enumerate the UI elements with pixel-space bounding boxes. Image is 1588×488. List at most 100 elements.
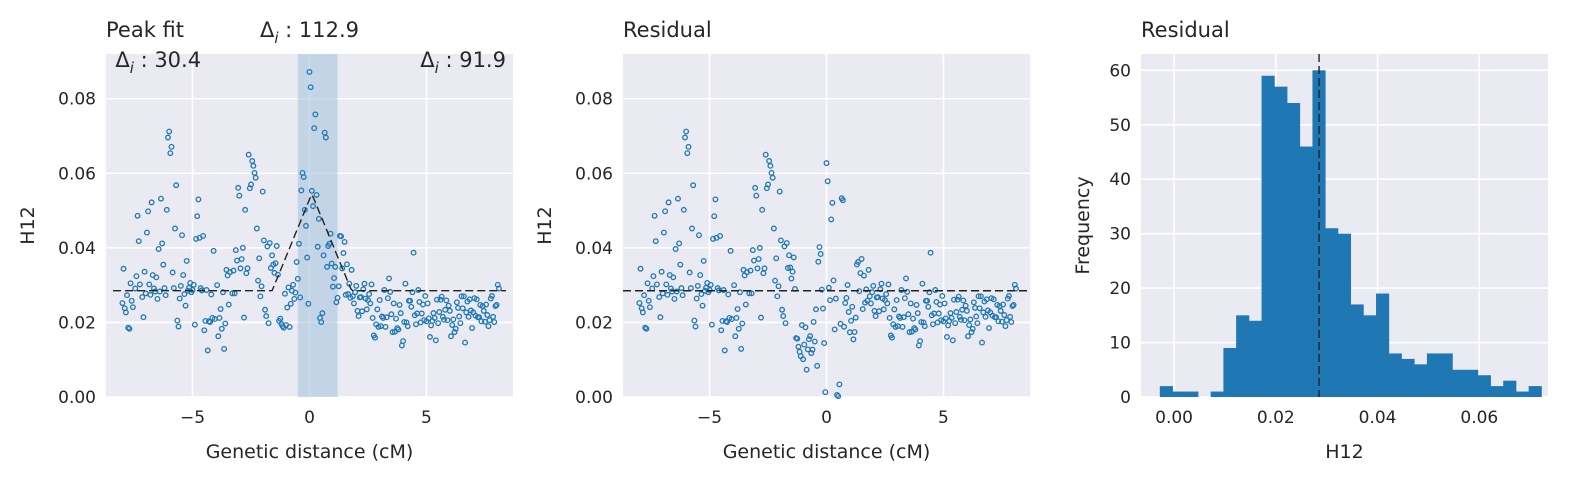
residual-point xyxy=(1003,317,1010,324)
data-point xyxy=(225,301,232,308)
data-point xyxy=(173,182,180,189)
data-point xyxy=(376,297,383,304)
residual-point xyxy=(897,315,904,321)
residual-point xyxy=(948,315,955,321)
data-point xyxy=(367,300,374,307)
data-point xyxy=(210,247,217,254)
residual-point xyxy=(777,237,784,244)
x-tick-label: −5 xyxy=(697,408,722,428)
residual-point xyxy=(941,300,948,307)
residual-point xyxy=(756,244,763,251)
data-point xyxy=(160,261,167,268)
residual-point xyxy=(707,281,714,288)
residual-point xyxy=(727,247,734,254)
data-point xyxy=(232,247,239,254)
histogram-bar xyxy=(1210,391,1224,397)
y-tick-label: 0.04 xyxy=(575,239,613,259)
data-point xyxy=(444,317,451,324)
residual-point xyxy=(755,256,762,263)
residual-point xyxy=(820,305,826,312)
histogram-bar xyxy=(1528,386,1542,397)
data-point xyxy=(380,315,387,321)
data-point xyxy=(443,297,450,304)
data-point xyxy=(360,286,367,293)
data-point xyxy=(348,266,355,273)
data-point xyxy=(353,282,360,289)
residual-point xyxy=(665,199,672,206)
y-tick-label: 40 xyxy=(1109,170,1131,190)
residual-point xyxy=(684,150,691,157)
data-point xyxy=(148,199,155,206)
data-point xyxy=(493,301,500,308)
residual-point xyxy=(680,206,687,213)
peak-span-highlight xyxy=(297,54,338,397)
data-point xyxy=(272,260,279,267)
residual-point xyxy=(860,272,867,279)
y-tick-label: 0.04 xyxy=(58,239,96,259)
data-point xyxy=(366,291,373,298)
residual-point xyxy=(954,296,961,303)
data-point xyxy=(390,300,397,307)
residual-point xyxy=(807,333,814,340)
residual-point xyxy=(968,329,975,336)
residual-point xyxy=(899,323,906,330)
residual-point xyxy=(789,268,796,275)
data-point xyxy=(266,240,273,246)
residual-point xyxy=(682,134,688,141)
residual-point xyxy=(653,281,660,288)
data-point xyxy=(343,261,350,268)
residual-point xyxy=(656,294,663,301)
data-point xyxy=(361,280,368,287)
data-point xyxy=(277,315,284,322)
residual-point xyxy=(932,287,939,293)
data-point xyxy=(291,295,298,302)
residual-point xyxy=(811,338,818,345)
data-point xyxy=(207,319,214,326)
y-tick-label: 0.06 xyxy=(575,164,613,184)
residual-point xyxy=(843,294,850,301)
histogram-bar xyxy=(1325,228,1339,397)
data-point xyxy=(312,111,319,118)
residual-point xyxy=(858,256,865,262)
data-point xyxy=(436,309,443,315)
data-point xyxy=(339,265,346,272)
residual-point xyxy=(762,151,769,158)
residual-point xyxy=(849,303,856,310)
residual-point xyxy=(758,314,764,321)
residual-point xyxy=(969,325,976,332)
y-tick-label: 30 xyxy=(1109,225,1131,245)
data-point xyxy=(253,225,260,232)
residual-point xyxy=(767,162,774,169)
residual-point xyxy=(877,286,884,293)
panel-title: Peak fit xyxy=(106,18,184,42)
residual-point xyxy=(694,282,701,289)
residual-point xyxy=(886,315,893,321)
residual-point xyxy=(889,334,895,341)
data-point xyxy=(141,268,148,275)
data-point xyxy=(460,293,467,300)
residual-point xyxy=(673,288,680,295)
residual-point xyxy=(677,261,684,268)
data-point xyxy=(250,162,257,169)
histogram-bar xyxy=(1401,358,1415,397)
residual-point xyxy=(641,292,648,299)
data-point xyxy=(484,312,491,318)
y-tick-label: 60 xyxy=(1109,61,1131,81)
data-point xyxy=(281,290,288,297)
residual-point xyxy=(828,216,835,223)
data-point xyxy=(449,322,456,328)
residual-point xyxy=(692,323,699,330)
data-point xyxy=(422,293,429,299)
data-point xyxy=(262,306,269,313)
data-point xyxy=(459,305,466,312)
residual-point xyxy=(721,347,728,354)
residual-point xyxy=(929,321,936,328)
data-point xyxy=(492,303,499,309)
residual-point xyxy=(660,229,667,236)
residual-point xyxy=(866,293,873,300)
residual-point xyxy=(1007,313,1014,320)
data-point xyxy=(319,310,326,317)
residual-point xyxy=(876,308,883,315)
data-point xyxy=(129,304,136,311)
residual-point xyxy=(967,316,974,323)
